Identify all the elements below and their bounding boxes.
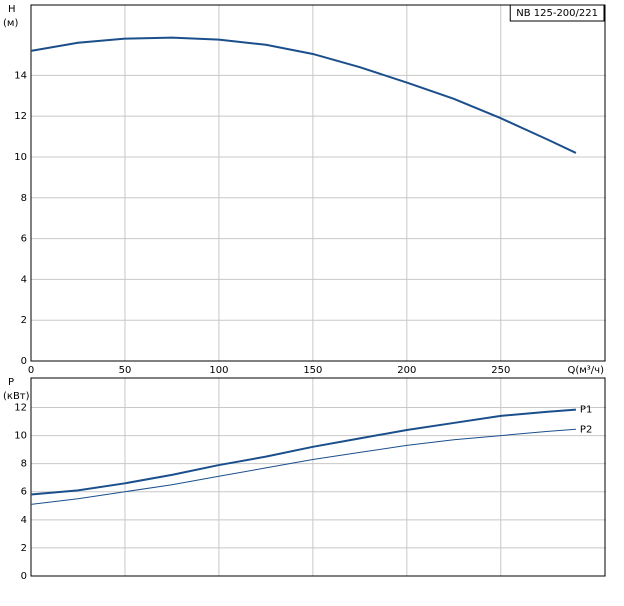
y-tick-label: 8 — [21, 459, 27, 470]
series-line — [30, 428, 576, 505]
chart-title: NB 125-200/221 — [516, 8, 598, 19]
y-tick-label: 0 — [21, 571, 27, 582]
y-tick-label: 14 — [14, 70, 27, 81]
y-axis-label: P — [8, 377, 14, 388]
y-tick-label: 2 — [21, 315, 27, 326]
y-axis-unit: (м) — [3, 18, 18, 29]
plot-frame — [30, 4, 606, 362]
x-tick-label: 200 — [397, 365, 416, 376]
y-tick-label: 4 — [21, 515, 27, 526]
x-tick-label: 150 — [303, 365, 322, 376]
x-tick-label: 250 — [491, 365, 510, 376]
x-tick-label: 100 — [209, 365, 228, 376]
y-tick-label: 12 — [14, 402, 27, 413]
x-tick-label: 0 — [28, 365, 34, 376]
title-box — [509, 4, 605, 22]
x-axis-label: Q(м³/ч) — [567, 365, 604, 376]
series-line — [30, 36, 577, 154]
y-tick-label: 6 — [21, 234, 27, 245]
plot-frame — [30, 377, 606, 577]
y-tick-label: 0 — [21, 356, 27, 367]
series-line — [30, 408, 577, 496]
y-tick-label: 10 — [14, 431, 27, 442]
y-tick-label: 2 — [21, 543, 27, 554]
y-tick-label: 6 — [21, 487, 27, 498]
y-axis-label: H — [8, 4, 16, 15]
series-label: P1 — [580, 405, 592, 416]
y-axis-unit: (кВт) — [3, 391, 30, 402]
series-label: P2 — [580, 424, 592, 435]
y-tick-label: 12 — [14, 111, 27, 122]
x-tick-label: 50 — [119, 365, 132, 376]
y-tick-label: 4 — [21, 274, 27, 285]
y-tick-label: 8 — [21, 193, 27, 204]
y-tick-label: 10 — [14, 152, 27, 163]
